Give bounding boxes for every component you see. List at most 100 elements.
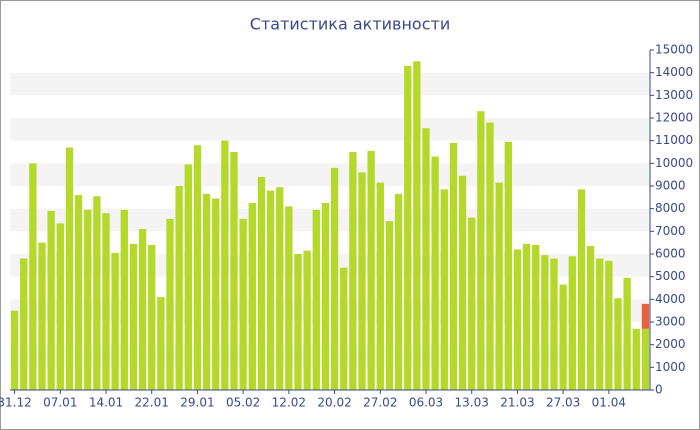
bar xyxy=(184,164,192,390)
bar xyxy=(248,203,256,390)
bar xyxy=(148,244,156,390)
bar xyxy=(175,186,183,390)
bar xyxy=(65,147,74,390)
bar xyxy=(568,256,576,390)
x-tick-label: 13.03 xyxy=(455,396,489,410)
bar xyxy=(349,152,357,390)
grid-band xyxy=(10,163,650,186)
bar xyxy=(614,298,622,390)
y-tick-label: 4000 xyxy=(655,292,686,306)
y-tick-label: 10000 xyxy=(655,156,693,170)
bar xyxy=(74,195,83,390)
bar xyxy=(449,142,458,390)
bar xyxy=(376,182,384,390)
y-tick-label: 8000 xyxy=(655,201,686,215)
bar xyxy=(541,255,549,390)
bar xyxy=(340,267,348,390)
y-tick-label: 5000 xyxy=(655,269,686,283)
y-tick-label: 7000 xyxy=(655,224,686,238)
bar xyxy=(212,198,220,390)
bar xyxy=(422,128,430,390)
x-tick-label: 12.02 xyxy=(272,396,306,410)
y-tick-label: 2000 xyxy=(655,337,686,351)
bar xyxy=(102,213,110,390)
y-tick-label: 6000 xyxy=(655,247,686,261)
bar xyxy=(257,176,266,390)
x-tick-label: 20.02 xyxy=(317,396,351,410)
x-tick-label: 14.01 xyxy=(89,396,123,410)
bar xyxy=(623,277,631,390)
bar xyxy=(230,152,238,390)
bar xyxy=(330,167,339,390)
bar xyxy=(559,284,567,390)
bar xyxy=(56,223,64,390)
bar xyxy=(266,190,275,390)
bar xyxy=(166,218,174,390)
x-tick-label: 05.02 xyxy=(226,396,260,410)
y-tick-label: 9000 xyxy=(655,179,686,193)
bar xyxy=(157,297,165,390)
bar xyxy=(522,243,531,390)
x-tick-label: 06.03 xyxy=(409,396,443,410)
x-tick-label: 29.01 xyxy=(180,396,214,410)
bar xyxy=(202,193,211,390)
x-tick-label: 22.01 xyxy=(135,396,169,410)
bar xyxy=(495,182,503,390)
bar xyxy=(93,196,101,390)
x-tick-label: 31.12 xyxy=(0,396,32,410)
bar xyxy=(138,229,147,390)
bar xyxy=(458,175,467,390)
bar xyxy=(285,206,293,390)
bar xyxy=(641,328,650,390)
bar xyxy=(221,140,229,390)
y-tick-label: 12000 xyxy=(655,111,693,125)
grid-band xyxy=(10,118,650,141)
bar xyxy=(596,258,604,390)
bar xyxy=(577,189,586,390)
bar xyxy=(312,209,320,390)
bar xyxy=(294,254,302,390)
bar xyxy=(632,328,640,390)
x-tick-label: 01.04 xyxy=(592,396,626,410)
bar xyxy=(38,242,46,390)
bar xyxy=(193,145,202,390)
y-tick-label: 13000 xyxy=(655,88,693,102)
x-tick-label: 27.03 xyxy=(546,396,580,410)
bar xyxy=(385,221,394,390)
bar xyxy=(586,246,595,390)
bar xyxy=(276,187,284,390)
bar xyxy=(532,244,540,390)
bar xyxy=(431,156,439,390)
y-tick-label: 14000 xyxy=(655,65,693,79)
bar xyxy=(477,111,485,390)
bar xyxy=(468,217,476,390)
bar xyxy=(513,249,522,390)
bar xyxy=(10,310,19,390)
x-tick-label: 21.03 xyxy=(500,396,534,410)
bar xyxy=(504,141,512,390)
bar xyxy=(321,203,330,390)
bar xyxy=(404,65,412,390)
bar xyxy=(413,61,421,390)
bar xyxy=(47,210,55,390)
bar xyxy=(550,258,558,390)
bar xyxy=(120,209,128,390)
bar xyxy=(84,209,92,390)
y-tick-label: 11000 xyxy=(655,133,693,147)
bar xyxy=(605,260,613,390)
bar xyxy=(358,172,366,390)
bar xyxy=(394,193,403,390)
x-tick-label: 07.01 xyxy=(43,396,77,410)
y-tick-label: 3000 xyxy=(655,315,686,329)
chart-title: Статистика активности xyxy=(250,15,450,34)
x-tick-label: 27.02 xyxy=(363,396,397,410)
bar xyxy=(641,303,650,329)
bar xyxy=(111,252,119,390)
y-tick-label: 0 xyxy=(655,383,663,397)
bar xyxy=(29,163,37,390)
bar xyxy=(20,258,28,390)
y-tick-label: 15000 xyxy=(655,43,693,57)
grid-band xyxy=(10,72,650,96)
bar xyxy=(303,250,311,390)
